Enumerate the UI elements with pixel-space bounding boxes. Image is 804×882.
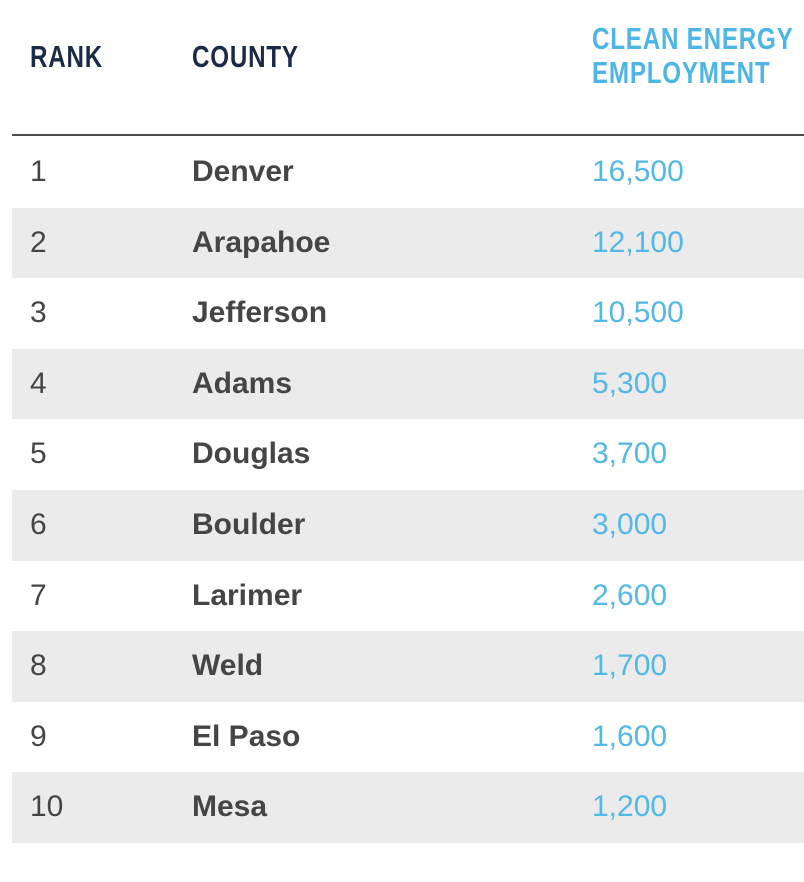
employment-cell: 5,300 [592,366,668,400]
employment-cell: 3,000 [592,508,668,541]
county-cell: Mesa [192,790,268,824]
employment-cell: 16,500 [592,155,684,188]
county-cell: Jefferson [192,296,328,330]
rank-cell: 9 [30,719,47,753]
rank-cell: 3 [30,296,47,330]
table-row: 5 Douglas 3,700 [12,419,804,490]
rank-cell: 1 [30,155,47,188]
rank-cell: 8 [30,649,47,683]
county-cell: Larimer [192,578,303,612]
table-row: 9 El Paso 1,600 [12,702,804,773]
rank-cell: 10 [30,790,64,824]
table-row: 7 Larimer 2,600 [12,561,804,632]
rank-cell: 2 [30,225,47,259]
rank-cell: 5 [30,437,47,471]
employment-cell: 1,700 [592,649,668,683]
employment-cell: 2,600 [592,578,668,612]
table-row: 6 Boulder 3,000 [12,490,804,561]
table-row: 2 Arapahoe 12,100 [12,207,804,279]
table-row: 4 Adams 5,300 [12,348,804,420]
header-rank: RANK [30,39,103,74]
rank-cell: 4 [30,366,47,400]
employment-cell: 12,100 [592,225,684,259]
county-cell: Arapahoe [192,225,331,259]
county-cell: Douglas [192,437,311,471]
employment-cell: 1,200 [592,790,668,824]
county-cell: Adams [192,366,293,400]
header-rule [12,134,804,136]
table-row: 1 Denver 16,500 [12,137,804,208]
employment-cell: 10,500 [592,296,684,330]
header-county: COUNTY [192,39,299,74]
rank-cell: 7 [30,578,47,612]
rank-cell: 6 [30,508,47,541]
county-cell: Weld [192,649,264,683]
county-cell: El Paso [192,719,301,753]
employment-cell: 3,700 [592,437,668,471]
county-cell: Denver [192,155,294,188]
county-cell: Boulder [192,508,306,541]
table-row: 8 Weld 1,700 [12,631,804,702]
table-row: 3 Jefferson 10,500 [12,278,804,349]
table-row: 10 Mesa 1,200 [12,772,804,843]
employment-cell: 1,600 [592,719,668,753]
header-employment: CLEAN ENERGY EMPLOYMENT [592,21,794,90]
